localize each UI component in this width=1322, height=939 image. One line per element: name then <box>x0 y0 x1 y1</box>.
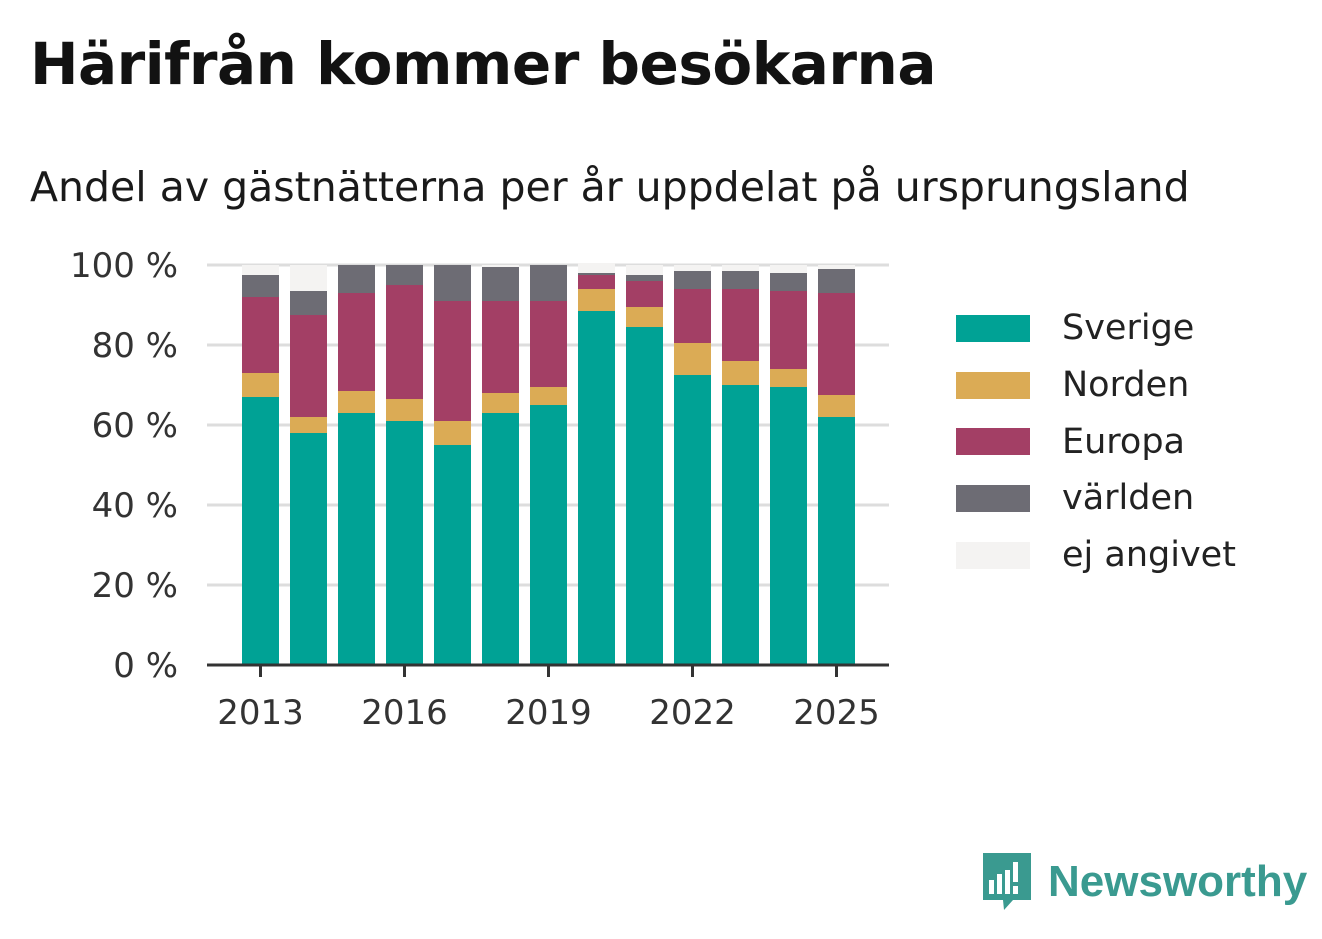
bar-segment-världen-2017 <box>434 265 471 301</box>
bar-segment-Sverige-2014 <box>290 433 327 665</box>
bar-segment-världen-2013 <box>242 275 279 297</box>
bar-segment-ej-angivet-2025 <box>818 265 855 269</box>
bar-segment-Sverige-2020 <box>578 311 615 665</box>
legend-item: Norden <box>956 357 1236 414</box>
legend-item: ej angivet <box>956 527 1236 584</box>
bar-segment-Sverige-2016 <box>386 421 423 665</box>
bar-segment-Norden-2013 <box>242 373 279 397</box>
bar-segment-ej-angivet-2022 <box>674 265 711 271</box>
legend: Sverige Norden Europa världen ej angivet <box>956 300 1236 583</box>
x-tick-label: 2025 <box>793 693 880 733</box>
bar-segment-världen-2023 <box>722 271 759 289</box>
bars <box>242 263 855 665</box>
y-axis-ticks: 0 % 20 % 40 % 60 % 80 % 100 % <box>70 246 178 686</box>
legend-swatch <box>956 371 1030 399</box>
y-tick-label: 60 % <box>92 406 178 446</box>
bar-segment-Europa-2013 <box>242 297 279 373</box>
y-tick-label: 20 % <box>92 566 178 606</box>
bar-segment-ej-angivet-2023 <box>722 265 759 271</box>
bar-segment-ej-angivet-2020 <box>578 263 615 273</box>
bar-segment-Norden-2020 <box>578 289 615 311</box>
bar-segment-ej-angivet-2024 <box>770 265 807 273</box>
bar-segment-världen-2015 <box>338 265 375 293</box>
bar-segment-ej-angivet-2014 <box>290 265 327 291</box>
chart-title: Härifrån kommer besökarna <box>30 30 936 98</box>
bar-segment-Norden-2017 <box>434 421 471 445</box>
bar-segment-Norden-2014 <box>290 417 327 433</box>
legend-swatch <box>956 314 1030 342</box>
bar-segment-Norden-2024 <box>770 369 807 387</box>
bar-segment-världen-2019 <box>530 265 567 301</box>
bar-segment-Norden-2023 <box>722 361 759 385</box>
brand: Newsworthy <box>980 850 1307 914</box>
bar-segment-ej-angivet-2018 <box>482 265 519 267</box>
bar-segment-Sverige-2018 <box>482 413 519 665</box>
legend-item: världen <box>956 470 1236 527</box>
bar-segment-världen-2021 <box>626 275 663 281</box>
y-tick-label: 100 % <box>70 246 178 286</box>
bar-segment-Europa-2020 <box>578 275 615 289</box>
bar-segment-Europa-2016 <box>386 285 423 399</box>
x-axis-ticks: 2013 2016 2019 2022 2025 <box>217 665 880 733</box>
bar-segment-världen-2014 <box>290 291 327 315</box>
x-tick-label: 2019 <box>505 693 592 733</box>
legend-swatch <box>956 541 1030 569</box>
bar-segment-Europa-2023 <box>722 289 759 361</box>
legend-label: världen <box>1062 478 1195 519</box>
bar-segment-Norden-2015 <box>338 391 375 413</box>
brand-name: Newsworthy <box>1048 857 1308 906</box>
y-tick-label: 40 % <box>92 486 178 526</box>
bar-segment-världen-2025 <box>818 269 855 293</box>
bar-segment-Sverige-2015 <box>338 413 375 665</box>
legend-label: ej angivet <box>1062 535 1236 576</box>
bar-segment-Norden-2016 <box>386 399 423 421</box>
bar-segment-Europa-2021 <box>626 281 663 307</box>
chart-subtitle: Andel av gästnätterna per år uppdelat på… <box>30 163 1190 211</box>
bar-segment-Europa-2015 <box>338 293 375 391</box>
bar-segment-världen-2020 <box>578 273 615 275</box>
bar-segment-världen-2018 <box>482 267 519 301</box>
legend-swatch <box>956 428 1030 456</box>
bar-segment-ej-angivet-2021 <box>626 265 663 275</box>
bar-segment-Sverige-2013 <box>242 397 279 665</box>
legend-swatch <box>956 484 1030 512</box>
legend-label: Sverige <box>1062 308 1195 349</box>
bar-segment-Norden-2021 <box>626 307 663 327</box>
bar-segment-Norden-2025 <box>818 395 855 417</box>
stacked-bar-chart: 2013 2016 2019 2022 2025 0 % 20 % 40 % 60 % 80 %… <box>70 246 889 733</box>
bar-segment-Norden-2019 <box>530 387 567 405</box>
bar-segment-Europa-2019 <box>530 301 567 387</box>
bar-segment-världen-2016 <box>386 265 423 285</box>
y-tick-label: 0 % <box>113 646 178 686</box>
bar-segment-Norden-2018 <box>482 393 519 413</box>
bar-segment-Sverige-2017 <box>434 445 471 665</box>
legend-item: Sverige <box>956 300 1236 357</box>
x-tick-label: 2016 <box>361 693 448 733</box>
bar-segment-Sverige-2023 <box>722 385 759 665</box>
bar-segment-Sverige-2021 <box>626 327 663 665</box>
bar-segment-Sverige-2024 <box>770 387 807 665</box>
x-tick-label: 2022 <box>649 693 736 733</box>
x-tick-label: 2013 <box>217 693 304 733</box>
bar-segment-världen-2022 <box>674 271 711 289</box>
legend-label: Norden <box>1062 365 1190 406</box>
bar-segment-Europa-2024 <box>770 291 807 369</box>
bar-segment-Sverige-2022 <box>674 375 711 665</box>
bar-segment-Europa-2017 <box>434 301 471 421</box>
bar-segment-Norden-2022 <box>674 343 711 375</box>
legend-label: Europa <box>1062 421 1185 462</box>
bar-segment-Europa-2022 <box>674 289 711 343</box>
bar-segment-Sverige-2025 <box>818 417 855 665</box>
newsworthy-logo-icon <box>983 853 1031 910</box>
legend-item: Europa <box>956 413 1236 470</box>
bar-segment-Europa-2014 <box>290 315 327 417</box>
bar-segment-Europa-2025 <box>818 293 855 395</box>
bar-segment-världen-2024 <box>770 273 807 291</box>
bar-segment-ej-angivet-2013 <box>242 265 279 275</box>
bar-segment-Europa-2018 <box>482 301 519 393</box>
y-tick-label: 80 % <box>92 326 178 366</box>
bar-segment-Sverige-2019 <box>530 405 567 665</box>
